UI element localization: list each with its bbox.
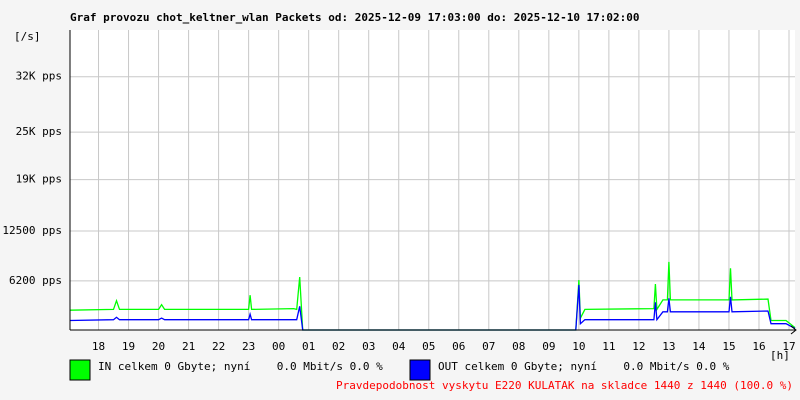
- x-tick-label: 11: [602, 340, 615, 353]
- y-tick-label: 19K pps: [16, 173, 62, 186]
- x-tick-label: 06: [452, 340, 465, 353]
- x-tick-label: 03: [362, 340, 375, 353]
- x-tick-label: 22: [212, 340, 225, 353]
- y-tick-label: 25K pps: [16, 125, 62, 138]
- legend-swatch: [69, 359, 91, 381]
- y-tick-label: 12500 pps: [2, 224, 62, 237]
- x-tick-label: 12: [632, 340, 645, 353]
- x-tick-label: 08: [512, 340, 525, 353]
- x-tick-label: 02: [332, 340, 345, 353]
- x-tick-label: 07: [482, 340, 495, 353]
- x-tick-label: 18: [92, 340, 105, 353]
- x-tick-label: 17: [782, 340, 795, 353]
- y-unit: [/s]: [14, 30, 41, 43]
- x-tick-label: 14: [692, 340, 706, 353]
- y-tick-label: 32K pps: [16, 70, 62, 83]
- series-line: [69, 284, 796, 331]
- x-tick-label: 15: [722, 340, 735, 353]
- x-tick-label: 13: [662, 340, 675, 353]
- x-tick-label: 04: [392, 340, 406, 353]
- x-tick-label: 23: [242, 340, 255, 353]
- x-unit: [h]: [770, 349, 790, 362]
- x-tick-label: 01: [302, 340, 315, 353]
- footer: Pravdepodobnost vyskytu E220 KULATAK na …: [336, 379, 793, 392]
- x-tick-label: 16: [752, 340, 765, 353]
- x-tick-label: 00: [272, 340, 285, 353]
- x-tick-label: 21: [182, 340, 195, 353]
- x-tick-label: 09: [542, 340, 555, 353]
- legend-label: IN celkem 0 Gbyte; nyní 0.0 Mbit/s 0.0 %: [98, 360, 383, 373]
- axis-arrow: [790, 325, 797, 335]
- legend-label: OUT celkem 0 Gbyte; nyní 0.0 Mbit/s 0.0 …: [438, 360, 730, 373]
- x-tick-label: 20: [152, 340, 165, 353]
- chart-title: Graf provozu chot_keltner_wlan Packets o…: [70, 11, 640, 24]
- y-tick-label: 6200 pps: [9, 274, 62, 287]
- legend-swatch: [409, 359, 431, 381]
- x-tick-label: 19: [122, 340, 135, 353]
- x-tick-label: 05: [422, 340, 435, 353]
- x-tick-label: 10: [572, 340, 585, 353]
